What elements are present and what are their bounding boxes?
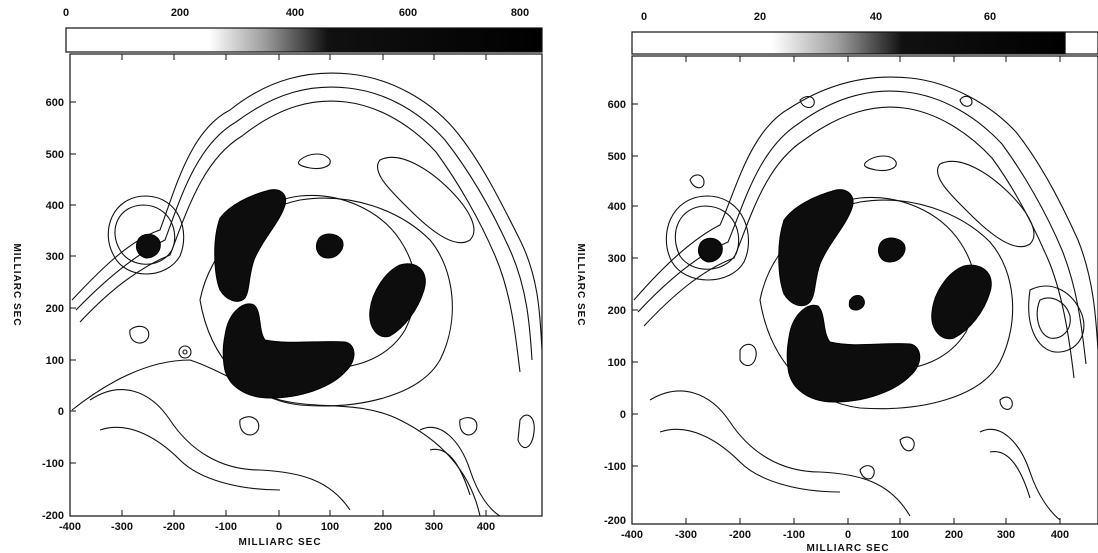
right-colorbar-tick: 0 (641, 11, 647, 23)
left-x-tick: 300 (425, 521, 443, 533)
left-x-axis-title: MILLIARC SEC (238, 537, 321, 548)
left-colorbar-tick: 600 (399, 7, 417, 19)
right-y-axis-title: MILLIARC SEC (575, 243, 586, 326)
right-y-axis: 600 500 400 300 200 100 0 -100 -200 MILL… (575, 99, 626, 527)
right-y-tick: 100 (608, 357, 626, 369)
right-x-axis: -400 -300 -200 -100 0 100 200 300 400 MI… (621, 529, 1069, 553)
left-y-axis: 600 500 400 300 200 100 0 -100 -200 MILL… (11, 97, 64, 522)
right-x-tick: -400 (621, 529, 643, 541)
right-y-tick: 600 (608, 99, 626, 111)
left-x-tick: 0 (276, 521, 282, 533)
left-colorbar: 0 200 400 600 800 (63, 7, 543, 53)
left-x-axis: -400 -300 -200 -100 0 100 200 300 400 MI… (59, 521, 495, 548)
right-y-tick: 200 (608, 305, 626, 317)
left-x-tick: 200 (374, 521, 392, 533)
left-contour-map (71, 72, 543, 517)
right-map-frame (631, 55, 1098, 525)
right-colorbar: 0 20 40 60 (631, 11, 1098, 55)
left-y-tick: -100 (42, 458, 64, 470)
right-x-tick: -100 (783, 529, 805, 541)
right-colorbar-tick: 40 (870, 11, 882, 23)
left-frame-ticks (70, 54, 487, 516)
right-x-tick: 0 (845, 529, 851, 541)
right-x-tick: 400 (1051, 529, 1069, 541)
right-x-tick: 200 (945, 529, 963, 541)
left-colorbar-tick: 400 (286, 7, 304, 19)
left-y-tick: -200 (42, 510, 64, 522)
left-colorbar-tick: 200 (171, 7, 189, 19)
left-map-frame (69, 53, 543, 517)
right-y-tick: 400 (608, 201, 626, 213)
left-x-tick: -200 (163, 521, 185, 533)
left-panel: 0 200 400 600 800 (11, 7, 543, 548)
left-y-tick: 0 (58, 406, 64, 418)
right-emission-blobs (697, 189, 992, 403)
right-x-tick: -200 (729, 529, 751, 541)
left-y-tick: 300 (46, 251, 64, 263)
right-x-tick: -300 (675, 529, 697, 541)
left-x-tick: -100 (215, 521, 237, 533)
right-panel: 0 20 40 60 (575, 11, 1098, 553)
left-colorbar-tick: 0 (63, 7, 69, 19)
left-y-tick: 500 (46, 149, 64, 161)
left-colorbar-tick: 800 (511, 7, 529, 19)
right-y-tick: 300 (608, 253, 626, 265)
left-x-tick: -400 (59, 521, 81, 533)
left-y-tick: 400 (46, 200, 64, 212)
left-x-tick: 100 (321, 521, 339, 533)
right-y-tick: 0 (620, 409, 626, 421)
right-x-tick: 300 (997, 529, 1015, 541)
right-contour-map (633, 76, 1098, 521)
left-y-tick: 600 (46, 97, 64, 109)
left-x-tick: -300 (111, 521, 133, 533)
left-y-tick: 200 (46, 303, 64, 315)
right-x-tick: 100 (891, 529, 909, 541)
left-y-axis-title: MILLIARC SEC (11, 243, 22, 326)
left-y-tick: 100 (46, 355, 64, 367)
right-y-tick: -200 (604, 515, 626, 527)
right-y-tick: -100 (604, 461, 626, 473)
left-emission-blobs (135, 189, 426, 399)
right-colorbar-tick: 20 (754, 11, 766, 23)
right-y-tick: 500 (608, 151, 626, 163)
left-x-tick: 400 (477, 521, 495, 533)
right-colorbar-tick: 60 (984, 11, 996, 23)
right-frame-ticks (632, 56, 1061, 524)
right-x-axis-title: MILLIARC SEC (806, 543, 889, 553)
